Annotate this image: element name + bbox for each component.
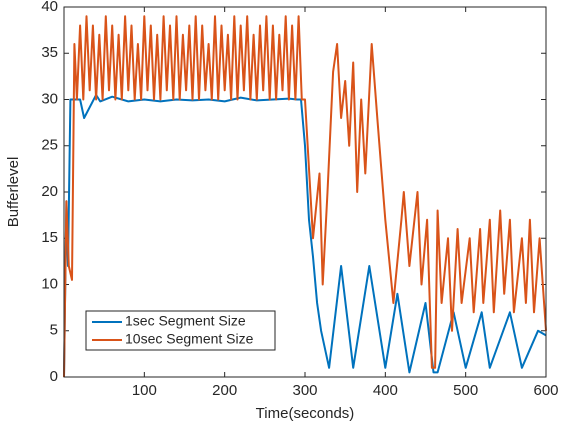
x-tick-label: 200 [212, 382, 237, 399]
y-tick-label: 15 [41, 229, 58, 246]
x-tick-label: 100 [132, 382, 157, 399]
plot-frame [63, 6, 547, 378]
x-tick-label: 400 [373, 382, 398, 399]
y-tick-label: 5 [50, 322, 58, 339]
data-line [63, 93, 547, 378]
x-tick-label: 500 [453, 382, 478, 399]
y-tick-label: 0 [50, 368, 58, 385]
legend-box [85, 310, 276, 351]
x-tick-label: 300 [292, 382, 317, 399]
y-tick-label: 40 [41, 0, 58, 15]
x-tick-label: 600 [533, 382, 558, 399]
y-axis-label: Bufferlevel [5, 157, 22, 228]
y-tick-label: 30 [41, 90, 58, 107]
y-tick-label: 35 [41, 44, 58, 61]
y-tick-label: 25 [41, 137, 58, 154]
y-tick-label: 10 [41, 275, 58, 292]
data-line [63, 15, 547, 378]
y-tick-label: 20 [41, 183, 58, 200]
legend-label: 1sec Segment Size [125, 313, 246, 329]
legend-label: 10sec Segment Size [125, 331, 254, 347]
x-axis-label: Time(seconds) [256, 405, 355, 422]
